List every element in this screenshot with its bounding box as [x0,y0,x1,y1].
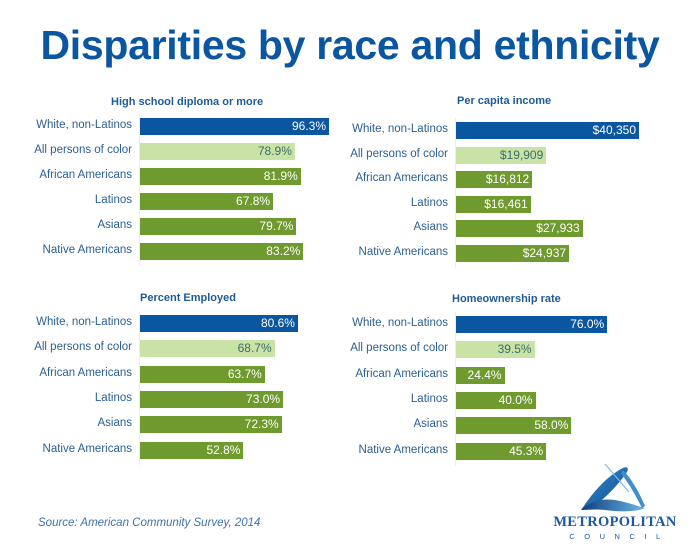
data-label: 39.5% [497,342,532,357]
bar: 83.2% [140,243,304,260]
chart-homeownership-rate: Homeownership rate White, non-Latinos 76.… [316,283,656,466]
logo-name: METROPOLITAN [553,514,677,530]
data-label: 76.0% [570,317,605,331]
data-label: 24.4% [467,367,502,382]
category-label: Asians [413,221,448,234]
category-label: Asians [97,417,132,430]
data-label: $16,461 [484,196,528,211]
chart-high-school-diploma: High school diploma or more White, non-L… [0,90,340,270]
bar: 68.7% [140,340,275,358]
category-label: White, non-Latinos [36,316,132,328]
category-label: Native Americans [358,246,448,258]
category-label: White, non-Latinos [36,119,132,131]
category-label: All persons of color [34,341,132,354]
bar: 45.3% [456,442,547,460]
logo-swoosh-icon [581,463,645,512]
metropolitan-council-logo: METROPOLITAN COUNCIL [545,462,685,552]
data-label: 58.0% [534,418,569,433]
bar: 63.7% [140,365,265,383]
category-label: African Americans [39,169,132,181]
data-label: 81.9% [263,169,298,183]
data-label: 80.6% [260,316,295,330]
category-label: White, non-Latinos [352,123,448,135]
data-label: $24,937 [522,246,567,260]
page-title: Disparities by race and ethnicity [40,22,660,68]
bar: 73.0% [140,390,284,408]
bar: 72.3% [140,416,282,434]
data-label: 52.8% [206,442,241,457]
bar: 24.4% [456,366,505,384]
category-label: Latinos [410,392,448,405]
category-label: All persons of color [350,342,448,355]
bar: $19,909 [456,146,547,164]
bar: 39.5% [456,341,535,359]
category-label: Latinos [94,391,132,404]
category-label: Asians [97,219,132,231]
data-label: 79.7% [259,219,294,233]
data-label: 63.7% [227,366,262,381]
bar: 80.6% [140,315,298,332]
category-label: African Americans [39,366,132,379]
chart-title: High school diploma or more [111,96,264,108]
bar: $27,933 [456,220,583,238]
category-label: African Americans [355,172,448,185]
bar: $24,937 [456,245,570,262]
source-note: Source: American Community Survey, 2014 [38,517,261,529]
category-label: All persons of color [350,147,448,160]
bar: 67.8% [140,193,274,210]
data-label: 96.3% [292,119,327,133]
data-label: 72.3% [244,417,279,432]
category-label: White, non-Latinos [352,317,448,329]
category-label: Latinos [410,196,448,209]
category-label: African Americans [355,367,448,380]
category-label: Native Americans [358,443,448,456]
bar: 81.9% [140,168,301,185]
bar: 78.9% [140,143,295,160]
data-label: $40,350 [592,123,636,137]
data-label: 45.3% [509,443,544,458]
data-label: 83.2% [266,244,301,258]
data-label: 40.0% [498,392,533,407]
chart-title: Homeownership rate [452,293,561,305]
logo-subtitle: COUNCIL [569,532,670,541]
axis-line [455,118,456,268]
axis-line [139,114,140,266]
category-label: Native Americans [42,244,132,256]
bar: 76.0% [456,316,608,333]
category-label: Latinos [94,194,132,206]
bar: 58.0% [456,417,572,435]
bar: $16,812 [456,171,533,189]
bar: 52.8% [140,441,244,459]
data-label: $19,909 [499,147,544,162]
axis-line [455,312,456,466]
chart-title: Percent Employed [140,292,236,304]
data-label: 73.0% [246,391,281,406]
category-label: All persons of color [34,144,132,156]
data-label: 67.8% [236,194,271,208]
chart-per-capita-income: Per capita income White, non-Latinos $40,… [316,90,656,270]
axis-line [139,311,140,465]
data-label: $27,933 [536,221,580,236]
data-label: 78.9% [257,144,292,158]
category-label: Asians [413,418,448,431]
bar: 96.3% [140,118,330,135]
chart-title: Per capita income [457,95,552,107]
bar: $16,461 [456,195,531,213]
category-label: Native Americans [42,442,132,455]
data-label: $16,812 [485,172,530,187]
chart-percent-employed: Percent Employed White, non-Latinos 80.6%… [0,283,340,465]
data-label: 68.7% [237,341,272,356]
bar: $40,350 [456,122,639,139]
bar: 40.0% [456,391,536,409]
bar: 79.7% [140,218,297,235]
